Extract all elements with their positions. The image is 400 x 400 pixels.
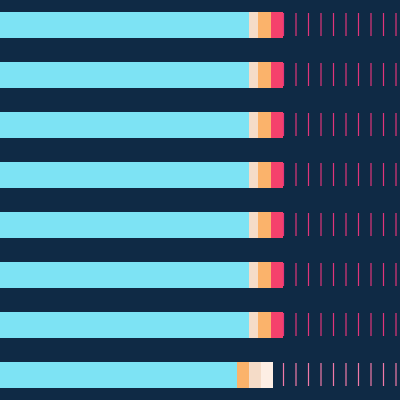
stripe-segment — [258, 212, 271, 238]
stripe-segment — [271, 112, 283, 138]
stripe-segment — [0, 362, 237, 388]
stripe-segment — [249, 212, 258, 238]
stripe-segment — [0, 62, 249, 88]
stripe-segment — [271, 312, 283, 338]
stripe-segment — [271, 162, 283, 188]
stripe-segment — [237, 362, 249, 388]
stripe-segment — [0, 112, 249, 138]
stripe-segment — [249, 112, 258, 138]
stripe-segment — [261, 362, 273, 388]
stripe-segment — [258, 112, 271, 138]
stripe-segment — [249, 162, 258, 188]
stripe-segment — [249, 12, 258, 38]
stripe-segment — [0, 12, 249, 38]
stripe-segment — [271, 12, 283, 38]
stripe-segment — [258, 162, 271, 188]
stripe-segment — [271, 262, 283, 288]
stripe-segment — [258, 12, 271, 38]
stripe-segment — [249, 262, 258, 288]
stripe-segment — [249, 62, 258, 88]
stripe-segment — [0, 162, 249, 188]
stripe-segment — [0, 312, 249, 338]
stripe-segment — [258, 62, 271, 88]
stripe-segment — [0, 262, 249, 288]
stripe-segment — [258, 312, 271, 338]
stripe-segment — [271, 212, 283, 238]
stripe-segment — [249, 312, 258, 338]
stripe-segment — [258, 262, 271, 288]
stripe-segment — [271, 62, 283, 88]
stripe-segment — [249, 362, 261, 388]
stripe-segment — [0, 212, 249, 238]
